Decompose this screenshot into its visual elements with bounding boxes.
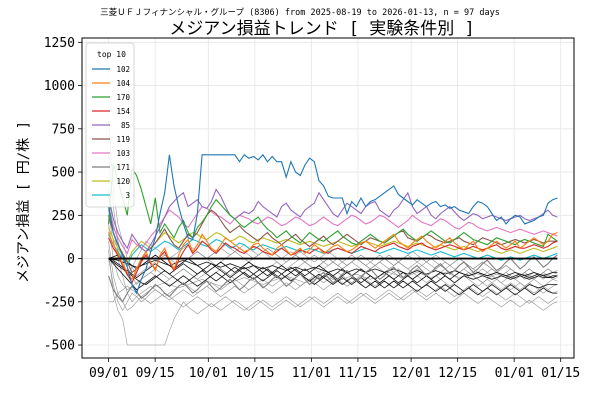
legend-label-120: 120	[116, 177, 130, 186]
y-tick-label: 500	[52, 166, 75, 181]
series-line-102	[108, 153, 558, 295]
black-series-line	[108, 258, 558, 292]
x-tick-label: 11/01	[292, 366, 331, 381]
x-tick-label: 10/15	[235, 366, 274, 381]
legend-label-3: 3	[125, 191, 130, 200]
legend-label-170: 170	[116, 93, 130, 102]
legend-label-85: 85	[121, 121, 130, 130]
series-line-171	[108, 254, 558, 303]
series-line-154	[108, 237, 558, 285]
series-line-170	[108, 163, 558, 248]
x-tick-label: 09/01	[89, 366, 128, 381]
series-line-119	[108, 209, 558, 274]
series-line-85	[108, 188, 558, 253]
x-tick-label: 12/15	[438, 366, 477, 381]
legend-label-171: 171	[116, 163, 130, 172]
y-tick-label: 0	[67, 252, 75, 267]
x-tick-label: 01/01	[495, 366, 534, 381]
black-series-line	[108, 258, 558, 279]
y-tick-label: -500	[44, 339, 75, 354]
legend-label-103: 103	[116, 149, 130, 158]
y-axis-ticks: -500 -250 0 250 500 750 1000 1250	[44, 36, 82, 354]
y-tick-label: 1000	[44, 79, 75, 94]
x-tick-label: 09/15	[136, 366, 175, 381]
legend: top 10 102 104 170 154 85 119 103 171 120 3	[85, 42, 135, 208]
x-tick-label: 01/15	[541, 366, 580, 381]
y-tick-label: -250	[44, 295, 75, 310]
x-tick-label: 10/01	[189, 366, 228, 381]
y-tick-label: 250	[52, 209, 75, 224]
black-series-lines	[108, 254, 558, 296]
chart-subtitle: 三菱ＵＦＪフィナンシャル・グループ (8306) from 2025-08-19…	[100, 7, 500, 18]
background-series-line	[108, 285, 558, 311]
background-series-line	[108, 249, 558, 346]
x-tick-label: 12/01	[392, 366, 431, 381]
legend-label-102: 102	[116, 65, 130, 74]
chart-title: メジアン損益トレンド [ 実験条件別 ]	[169, 19, 475, 39]
plot-area	[81, 37, 575, 359]
y-axis-label: メジアン損益 [ 円/株 ]	[16, 121, 32, 283]
series-line-104	[108, 232, 558, 281]
legend-title: top 10	[97, 50, 126, 59]
legend-label-154: 154	[116, 107, 130, 116]
plot-frame	[81, 37, 575, 359]
y-tick-label: 750	[52, 122, 75, 137]
x-axis-ticks: 09/01 09/15 10/01 10/15 11/01 11/15 12/01 12/15…	[89, 358, 580, 381]
legend-label-104: 104	[116, 79, 130, 88]
legend-items: 102 104 170 154 85 119 103 171 120 3	[92, 65, 130, 200]
x-tick-label: 11/15	[338, 366, 377, 381]
top-series-lines	[108, 153, 558, 303]
legend-label-119: 119	[116, 135, 130, 144]
y-tick-label: 1250	[44, 36, 75, 51]
